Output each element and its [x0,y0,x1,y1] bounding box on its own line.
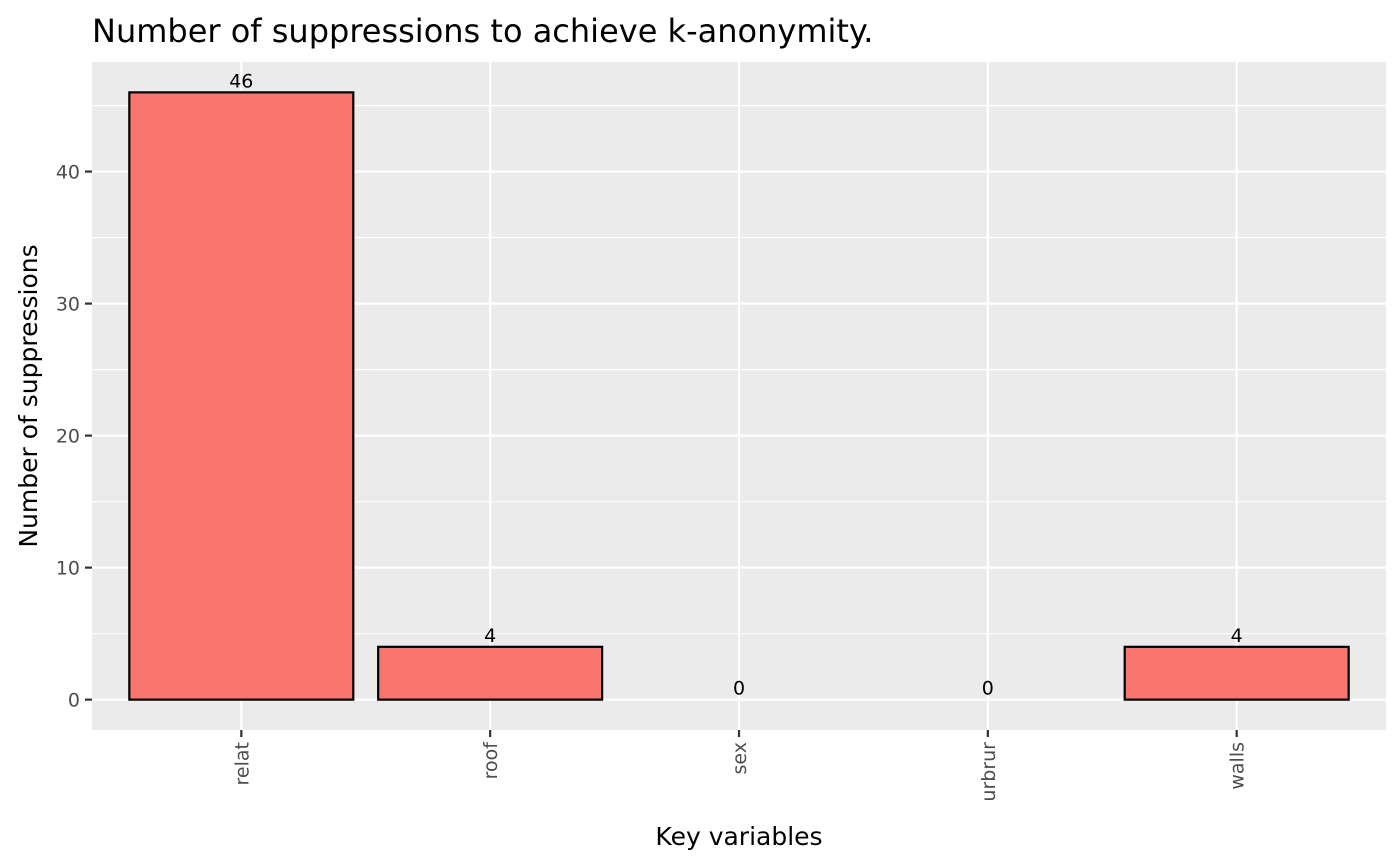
x-tick-label-walls: walls [1227,742,1249,790]
x-axis: relat roof sex urbrur walls [231,730,1249,802]
x-tick-label-relat: relat [231,742,253,785]
bar-relat [128,91,355,701]
bar-value-label-roof: 4 [484,625,496,647]
bar-value-labels: 46 4 0 0 4 [229,70,1243,699]
y-tick-label: 0 [68,690,80,712]
chart-title: Number of suppressions to achieve k-anon… [92,12,873,50]
bar-roof [377,645,604,701]
bar-value-label-walls: 4 [1231,625,1243,647]
bars [128,91,1350,701]
y-tick-label: 10 [56,558,80,580]
y-tick-label: 30 [56,294,80,316]
y-tick-label: 40 [56,162,80,184]
bar-value-label-urbrur: 0 [982,678,994,700]
x-tick-label-urbrur: urbrur [978,742,1000,802]
x-tick-label-roof: roof [480,741,502,780]
bar-value-label-relat: 46 [229,70,253,92]
y-tick-label: 20 [56,426,80,448]
x-tick-label-sex: sex [729,742,751,775]
y-axis-title: Number of suppressions [14,244,43,547]
y-axis: 0 10 20 30 40 [56,162,92,712]
bar-walls [1123,645,1350,701]
x-axis-title: Key variables [655,822,822,851]
bar-value-label-sex: 0 [733,678,745,700]
